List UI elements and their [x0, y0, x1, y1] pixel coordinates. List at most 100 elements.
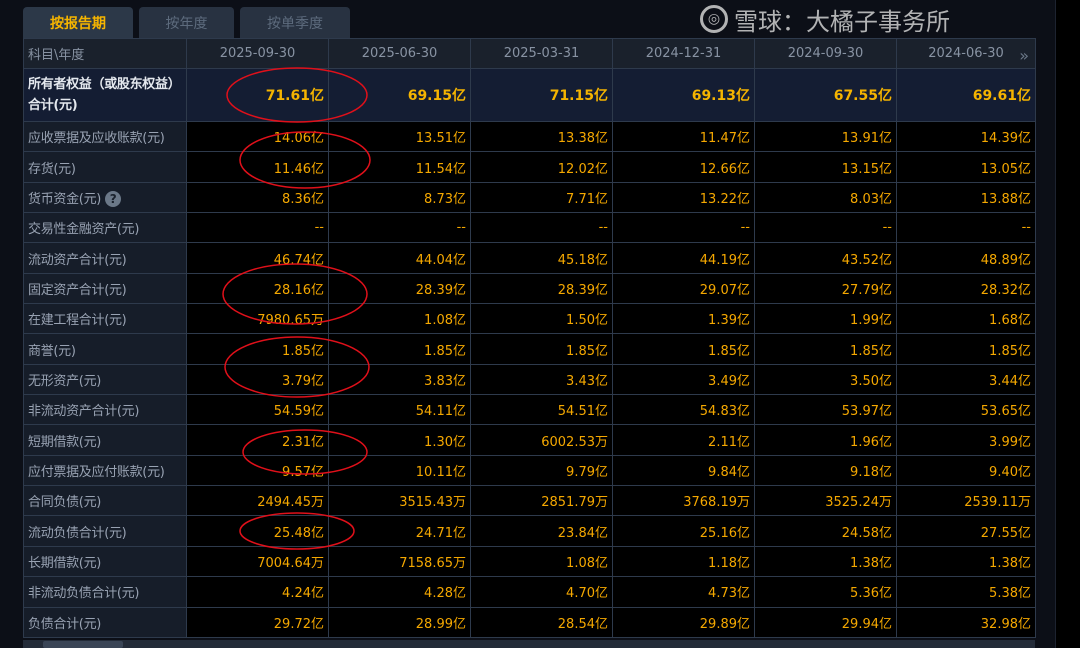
- row-label-text: 长期借款(元): [28, 555, 102, 571]
- value-cell: 28.16亿: [186, 272, 329, 305]
- value-cell: 67.55亿: [754, 68, 897, 122]
- value-cell: 8.73亿: [328, 181, 471, 214]
- date-header[interactable]: 2025-09-30: [186, 38, 329, 69]
- value-cell: 6002.53万: [470, 424, 613, 456]
- value-cell: --: [754, 212, 897, 244]
- value-cell: 2851.79万: [470, 485, 613, 517]
- value-cell: 1.08亿: [328, 303, 471, 335]
- value-cell: 11.54亿: [328, 151, 471, 183]
- date-header[interactable]: 2025-03-31: [470, 38, 613, 69]
- row-label-text: 存货(元): [28, 161, 76, 177]
- row-label-text: 固定资产合计(元): [28, 282, 127, 298]
- value-cell: 9.79亿: [470, 454, 613, 487]
- value-cell: --: [896, 212, 1036, 244]
- value-cell: 3.44亿: [896, 363, 1036, 396]
- row-label-text: 流动负债合计(元): [28, 525, 127, 541]
- value-cell: 4.24亿: [186, 576, 329, 608]
- date-label: 2025-06-30: [361, 46, 438, 61]
- tab-by-year[interactable]: 按年度: [139, 7, 234, 38]
- table-row: 流动负债合计(元) 25.48亿 24.71亿 23.84亿 25.16亿 24.58亿 2…: [23, 515, 1036, 547]
- value-cell: 7.71亿: [470, 181, 613, 214]
- table-row: 负债合计(元) 29.72亿 28.99亿 28.54亿 29.89亿 29.94亿 32.…: [23, 606, 1036, 638]
- value-cell: --: [328, 212, 471, 244]
- row-label-text: 所有者权益（或股东权益）合计(元): [28, 77, 181, 113]
- value-cell: 43.52亿: [754, 242, 897, 274]
- value-cell: 54.51亿: [470, 394, 613, 426]
- value-cell: 9.40亿: [896, 454, 1036, 487]
- value-cell: --: [186, 212, 329, 244]
- value-cell: 69.13亿: [612, 68, 755, 122]
- value-cell: 1.38亿: [896, 545, 1036, 578]
- value-cell: 1.85亿: [470, 333, 613, 365]
- value-cell: 2.11亿: [612, 424, 755, 456]
- value-cell: 27.79亿: [754, 272, 897, 305]
- value-cell: 23.84亿: [470, 515, 613, 547]
- value-cell: 1.85亿: [612, 333, 755, 365]
- value-cell: 1.30亿: [328, 424, 471, 456]
- row-label-text: 应付票据及应付账款(元): [28, 464, 165, 480]
- value-cell: 10.11亿: [328, 454, 471, 487]
- row-label: 合同负债(元): [23, 485, 187, 517]
- row-label: 固定资产合计(元): [23, 272, 187, 305]
- date-label: 2024-06-30: [928, 46, 1004, 61]
- value-cell: 1.38亿: [754, 545, 897, 578]
- value-cell: 13.51亿: [328, 120, 471, 153]
- table-row: 货币资金(元)? 8.36亿 8.73亿 7.71亿 13.22亿 8.03亿 13.88亿: [23, 181, 1036, 214]
- tab-by-report-period[interactable]: 按报告期: [23, 7, 133, 38]
- value-cell: 3768.19万: [612, 485, 755, 517]
- table-row: 非流动资产合计(元) 54.59亿 54.11亿 54.51亿 54.83亿 53.97亿…: [23, 394, 1036, 426]
- value-cell: 2539.11万: [896, 485, 1036, 517]
- value-cell: 32.98亿: [896, 606, 1036, 638]
- watermark: ◎ 雪球：大橘子事务所: [700, 2, 950, 36]
- more-columns-icon[interactable]: »: [1019, 46, 1029, 65]
- value-cell: 25.16亿: [612, 515, 755, 547]
- date-label: 2025-03-31: [503, 46, 580, 61]
- tab-by-quarter[interactable]: 按单季度: [240, 7, 350, 38]
- value-cell: 1.85亿: [186, 333, 329, 365]
- row-label: 流动资产合计(元): [23, 242, 187, 274]
- value-cell: 13.15亿: [754, 151, 897, 183]
- row-label: 存货(元): [23, 151, 187, 183]
- row-label-text: 负债合计(元): [28, 616, 102, 632]
- row-label: 非流动负债合计(元): [23, 576, 187, 608]
- date-header[interactable]: 2025-06-30: [328, 38, 471, 69]
- row-label-text: 货币资金(元): [28, 191, 102, 207]
- value-cell: 28.39亿: [470, 272, 613, 305]
- value-cell: 4.73亿: [612, 576, 755, 608]
- row-label: 应收票据及应收账款(元): [23, 120, 187, 153]
- xueqiu-logo-icon: ◎: [700, 5, 728, 33]
- value-cell: 44.19亿: [612, 242, 755, 274]
- date-label: 2024-09-30: [787, 46, 864, 61]
- header-row: 科目\年度 2025-09-30 2025-06-30 2025-03-31 2024…: [23, 38, 1036, 69]
- date-header[interactable]: 2024-12-31: [612, 38, 755, 69]
- row-label-text: 合同负债(元): [28, 495, 102, 511]
- table-row: 短期借款(元) 2.31亿 1.30亿 6002.53万 2.11亿 1.96亿 3.99亿: [23, 424, 1036, 456]
- value-cell: 1.85亿: [896, 333, 1036, 365]
- table-row: 合同负债(元) 2494.45万 3515.43万 2851.79万 3768.19万 3…: [23, 485, 1036, 517]
- value-cell: 5.38亿: [896, 576, 1036, 608]
- value-cell: 29.72亿: [186, 606, 329, 638]
- value-cell: 3.99亿: [896, 424, 1036, 456]
- value-cell: 11.46亿: [186, 151, 329, 183]
- value-cell: 29.94亿: [754, 606, 897, 638]
- row-label: 货币资金(元)?: [23, 181, 187, 214]
- row-label: 无形资产(元): [23, 363, 187, 396]
- row-label-text: 短期借款(元): [28, 434, 102, 450]
- row-label: 交易性金融资产(元): [23, 212, 187, 244]
- row-label: 负债合计(元): [23, 606, 187, 638]
- value-cell: 11.47亿: [612, 120, 755, 153]
- scrollbar-thumb[interactable]: [43, 641, 123, 648]
- value-cell: 14.39亿: [896, 120, 1036, 153]
- date-header[interactable]: 2024-09-30: [754, 38, 897, 69]
- table-row: 在建工程合计(元) 7980.65万 1.08亿 1.50亿 1.39亿 1.99亿 1.6…: [23, 303, 1036, 335]
- table-row: 流动资产合计(元) 46.74亿 44.04亿 45.18亿 44.19亿 43.52亿 4…: [23, 242, 1036, 274]
- value-cell: 29.89亿: [612, 606, 755, 638]
- value-cell: 9.57亿: [186, 454, 329, 487]
- corner-header: 科目\年度: [23, 38, 187, 69]
- value-cell: 13.22亿: [612, 181, 755, 214]
- date-header[interactable]: 2024-06-30 »: [896, 38, 1036, 69]
- value-cell: 45.18亿: [470, 242, 613, 274]
- table-row: 应收票据及应收账款(元) 14.06亿 13.51亿 13.38亿 11.47亿 13.9…: [23, 120, 1036, 153]
- help-icon[interactable]: ?: [105, 190, 122, 207]
- horizontal-scrollbar[interactable]: [23, 640, 1035, 648]
